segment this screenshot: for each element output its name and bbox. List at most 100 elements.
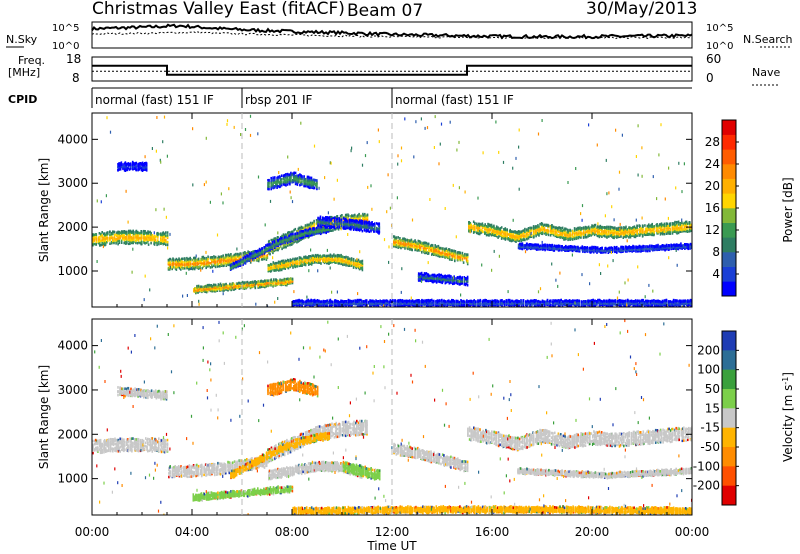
radar-echo-cell	[431, 252, 434, 255]
radar-echo-cell	[217, 258, 220, 262]
radar-echo-cell	[433, 249, 435, 253]
radar-echo-cell	[474, 225, 476, 228]
radar-echo-cell	[356, 265, 359, 268]
radar-echo-cell	[358, 228, 361, 231]
radar-echo-cell	[162, 231, 165, 234]
radar-echo-cell	[258, 258, 261, 261]
radar-echo-cell	[509, 237, 511, 240]
radar-echo-cell	[358, 219, 361, 223]
radar-echo-cell	[315, 259, 318, 262]
radar-echo-cell	[100, 234, 102, 238]
radar-echo-cell	[175, 268, 178, 271]
radar-echo-cell	[425, 251, 428, 255]
radar-echo-cell	[201, 255, 204, 259]
radar-echo-cell	[465, 279, 468, 283]
radar-echo-cell	[286, 263, 289, 266]
radar-echo-cell	[339, 223, 342, 226]
radar-echo-cell	[282, 261, 284, 264]
radar-echo-cell	[286, 180, 289, 184]
radar-echo-cell	[244, 259, 247, 263]
radar-echo-cell	[593, 223, 596, 227]
radar-echo-cell	[532, 231, 535, 234]
radar-echo-cell	[326, 228, 328, 232]
radar-echo-cell	[239, 257, 241, 260]
radar-echo-cell	[147, 236, 150, 239]
radar-echo-cell	[284, 265, 286, 268]
radar-echo-cell	[257, 259, 260, 263]
radar-echo-cell	[118, 230, 121, 234]
radar-echo-cell	[489, 223, 492, 227]
radar-echo-cell	[584, 231, 587, 234]
radar-echo-cell	[464, 256, 466, 260]
radar-echo-cell	[141, 236, 143, 239]
radar-echo-cell	[276, 183, 278, 186]
radar-echo-cell	[363, 229, 366, 232]
radar-echo-cell	[120, 230, 123, 233]
radar-echo-cell	[434, 250, 436, 253]
radar-echo-cell	[275, 241, 277, 245]
radar-echo-cell	[356, 219, 358, 223]
radar-echo-cell	[326, 260, 328, 263]
radar-echo-cell	[411, 243, 413, 247]
radar-echo-cell	[315, 228, 317, 231]
radar-echo-cell	[294, 257, 297, 260]
radar-echo-cell	[461, 251, 464, 255]
radar-echo-cell	[517, 234, 520, 237]
radar-echo-cell	[242, 286, 245, 290]
radar-echo-cell	[277, 248, 279, 252]
radar-echo-cell	[282, 279, 285, 282]
radar-echo-cell	[246, 256, 248, 260]
radar-echo-cell	[437, 253, 440, 256]
radar-echo-cell	[340, 218, 343, 222]
radar-echo-cell	[154, 241, 157, 244]
radar-echo-cell	[352, 222, 355, 225]
radar-echo-cell	[328, 226, 331, 230]
radar-echo-cell	[233, 256, 236, 260]
radar-echo-cell	[455, 277, 458, 281]
radar-echo-cell	[128, 238, 130, 241]
radar-echo-cell	[206, 283, 209, 287]
radar-echo-cell	[277, 175, 279, 179]
radar-echo-cell	[358, 224, 361, 227]
radar-echo-cell	[350, 228, 352, 231]
radar-echo-cell	[359, 217, 362, 221]
radar-echo-cell	[498, 227, 500, 231]
radar-echo-cell	[268, 185, 270, 188]
radar-echo-cell	[211, 256, 213, 259]
radar-echo-cell	[291, 261, 293, 264]
radar-echo-cell	[296, 234, 299, 237]
radar-echo-cell	[133, 238, 135, 242]
radar-echo-cell	[429, 246, 431, 249]
radar-echo-cell	[268, 187, 270, 191]
radar-echo-cell	[448, 250, 451, 253]
radar-echo-cell	[447, 250, 449, 254]
radar-echo-cell	[347, 214, 350, 218]
radar-echo-cell	[402, 243, 404, 247]
radar-echo-cell	[109, 242, 111, 245]
radar-echo-cell	[289, 263, 292, 267]
radar-echo-cell	[265, 279, 268, 282]
radar-echo-cell	[371, 224, 373, 227]
radar-echo-cell	[110, 234, 113, 238]
radar-echo-cell	[460, 254, 463, 258]
radar-echo-cell	[366, 224, 368, 227]
radar-echo-cell	[279, 182, 282, 185]
radar-echo-cell	[461, 279, 463, 283]
radar-echo-cell	[324, 226, 327, 229]
radar-echo-cell	[279, 278, 281, 282]
radar-echo-cell	[277, 266, 280, 270]
radar-echo-cell	[322, 224, 324, 228]
radar-echo-cell	[144, 239, 146, 242]
radar-echo-cell	[408, 239, 410, 242]
radar-echo-cell	[323, 256, 326, 260]
radar-echo-cell	[243, 284, 246, 288]
radar-echo-cell	[598, 233, 601, 237]
radar-echo-cell	[427, 244, 430, 248]
radar-echo-cell	[237, 254, 239, 258]
radar-echo-cell	[149, 234, 151, 237]
radar-echo-cell	[225, 253, 228, 257]
radar-echo-cell	[448, 255, 451, 259]
radar-echo-cell	[403, 237, 405, 240]
radar-echo-cell	[357, 261, 360, 265]
radar-echo-cell	[296, 179, 299, 182]
